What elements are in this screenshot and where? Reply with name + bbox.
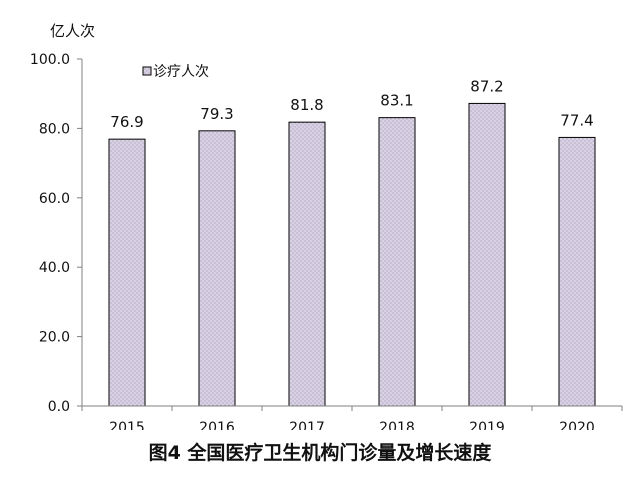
data-label: 83.1 [380,92,413,110]
y-tick-label: 60.0 [39,191,70,207]
bar-2016 [198,130,236,407]
x-tick-label: 2020 [559,420,595,430]
legend-swatch [142,66,152,76]
bar-2017 [288,121,326,407]
data-label: 76.9 [110,113,143,131]
legend: 诊疗人次 [142,64,209,80]
bar-chart: 亿人次 0.0 20.0 40.0 60.0 80.0 100.0 2015 2016 201… [30,22,623,430]
legend-label: 诊疗人次 [153,64,209,80]
bar-2015 [108,138,146,407]
y-axis-unit-label: 亿人次 [50,22,95,40]
x-tick-label: 2016 [199,420,235,430]
data-label: 79.3 [200,105,233,123]
y-tick-label: 40.0 [39,260,70,276]
bar-2018 [378,117,416,407]
bar-2019 [468,102,506,407]
bar-2020 [558,136,596,407]
x-tick-label: 2018 [379,420,415,430]
y-tick-label: 0.0 [48,399,70,415]
data-label: 81.8 [290,96,323,114]
x-tick-label: 2015 [109,420,145,430]
x-tick-label: 2019 [469,420,505,430]
y-tick-label: 20.0 [39,330,70,346]
data-label: 87.2 [470,77,503,95]
figure-caption: 图4 全国医疗卫生机构门诊量及增长速度 [148,442,492,464]
x-tick-label: 2017 [289,420,325,430]
y-tick-label: 100.0 [30,52,70,68]
data-label: 77.4 [560,111,593,129]
y-tick-label: 80.0 [39,121,70,137]
